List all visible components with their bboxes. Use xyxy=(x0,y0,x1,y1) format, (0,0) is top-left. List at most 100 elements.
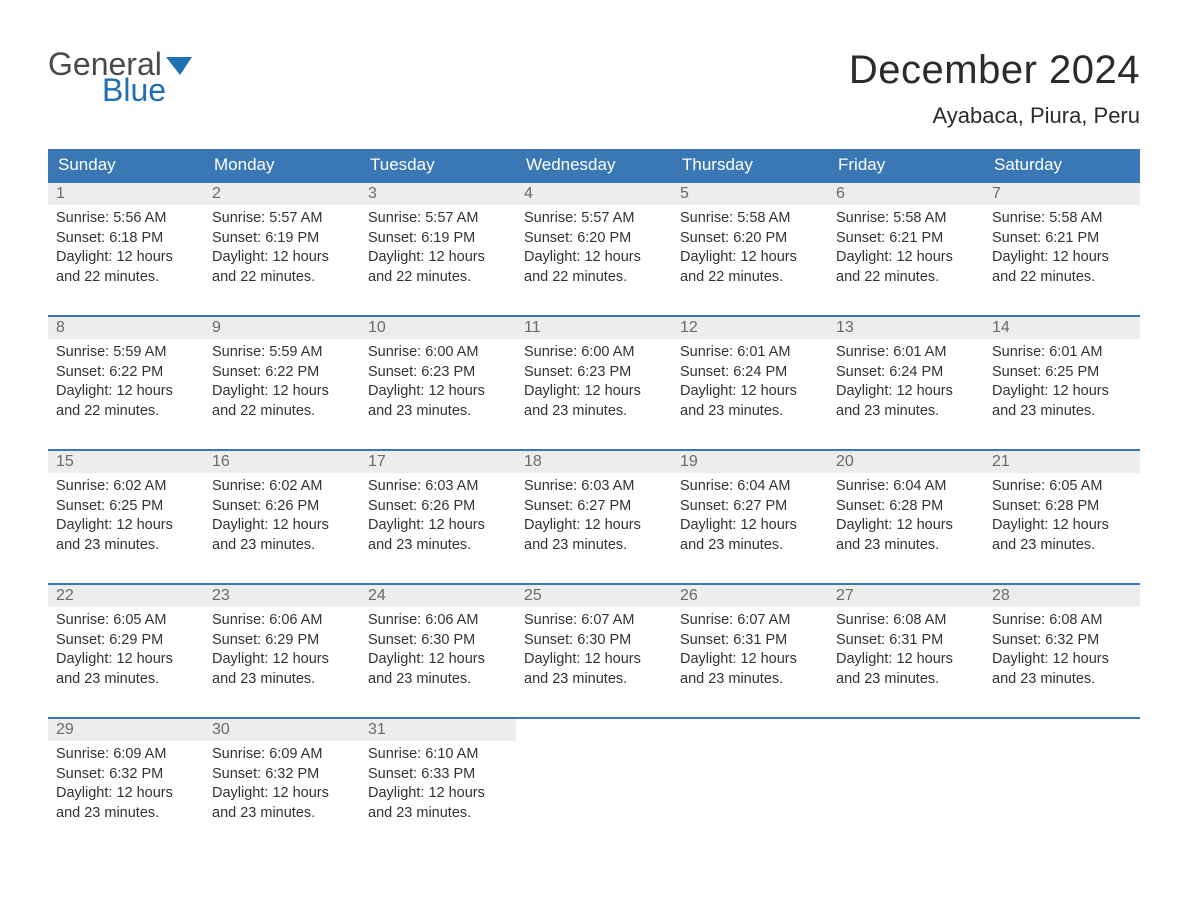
sunset-text: Sunset: 6:26 PM xyxy=(368,497,508,517)
sunset-text: Sunset: 6:30 PM xyxy=(368,631,508,651)
day-cell: 2Sunrise: 5:57 AMSunset: 6:19 PMDaylight… xyxy=(204,183,360,301)
day-cell: 27Sunrise: 6:08 AMSunset: 6:31 PMDayligh… xyxy=(828,585,984,703)
daylight-line1: Daylight: 12 hours xyxy=(368,784,508,804)
day-cell: 24Sunrise: 6:06 AMSunset: 6:30 PMDayligh… xyxy=(360,585,516,703)
sunset-text: Sunset: 6:29 PM xyxy=(212,631,352,651)
day-cell xyxy=(984,719,1140,837)
day-content: Sunrise: 6:09 AMSunset: 6:32 PMDaylight:… xyxy=(48,741,204,829)
weekday-friday: Friday xyxy=(828,149,984,181)
day-cell: 12Sunrise: 6:01 AMSunset: 6:24 PMDayligh… xyxy=(672,317,828,435)
sunrise-text: Sunrise: 6:00 AM xyxy=(368,343,508,363)
sunrise-text: Sunrise: 6:01 AM xyxy=(680,343,820,363)
sunset-text: Sunset: 6:20 PM xyxy=(680,229,820,249)
sunrise-text: Sunrise: 6:04 AM xyxy=(680,477,820,497)
daylight-line2: and 22 minutes. xyxy=(56,402,196,422)
daylight-line1: Daylight: 12 hours xyxy=(524,516,664,536)
day-content: Sunrise: 5:58 AMSunset: 6:21 PMDaylight:… xyxy=(828,205,984,293)
sunset-text: Sunset: 6:23 PM xyxy=(368,363,508,383)
day-number: 10 xyxy=(360,317,516,339)
sunset-text: Sunset: 6:21 PM xyxy=(836,229,976,249)
daylight-line1: Daylight: 12 hours xyxy=(368,650,508,670)
day-number: 19 xyxy=(672,451,828,473)
weeks-container: 1Sunrise: 5:56 AMSunset: 6:18 PMDaylight… xyxy=(48,181,1140,837)
day-number: 18 xyxy=(516,451,672,473)
day-content: Sunrise: 5:57 AMSunset: 6:20 PMDaylight:… xyxy=(516,205,672,293)
brand-logo: General Blue xyxy=(48,48,192,106)
day-content: Sunrise: 6:03 AMSunset: 6:27 PMDaylight:… xyxy=(516,473,672,561)
week-row: 1Sunrise: 5:56 AMSunset: 6:18 PMDaylight… xyxy=(48,181,1140,301)
day-content: Sunrise: 5:56 AMSunset: 6:18 PMDaylight:… xyxy=(48,205,204,293)
daylight-line2: and 23 minutes. xyxy=(836,536,976,556)
day-number: 2 xyxy=(204,183,360,205)
daylight-line1: Daylight: 12 hours xyxy=(680,650,820,670)
weekday-tuesday: Tuesday xyxy=(360,149,516,181)
daylight-line1: Daylight: 12 hours xyxy=(368,248,508,268)
sunrise-text: Sunrise: 6:03 AM xyxy=(368,477,508,497)
day-content: Sunrise: 6:04 AMSunset: 6:27 PMDaylight:… xyxy=(672,473,828,561)
week-row: 8Sunrise: 5:59 AMSunset: 6:22 PMDaylight… xyxy=(48,315,1140,435)
daylight-line2: and 23 minutes. xyxy=(368,804,508,824)
day-content: Sunrise: 6:05 AMSunset: 6:29 PMDaylight:… xyxy=(48,607,204,695)
sunset-text: Sunset: 6:33 PM xyxy=(368,765,508,785)
day-number: 30 xyxy=(204,719,360,741)
day-number: 29 xyxy=(48,719,204,741)
sunrise-text: Sunrise: 6:05 AM xyxy=(992,477,1132,497)
daylight-line1: Daylight: 12 hours xyxy=(680,516,820,536)
daylight-line1: Daylight: 12 hours xyxy=(56,784,196,804)
day-number: 8 xyxy=(48,317,204,339)
page-header: General Blue December 2024 Ayabaca, Piur… xyxy=(48,48,1140,129)
day-cell: 6Sunrise: 5:58 AMSunset: 6:21 PMDaylight… xyxy=(828,183,984,301)
location-text: Ayabaca, Piura, Peru xyxy=(849,103,1140,129)
daylight-line1: Daylight: 12 hours xyxy=(212,248,352,268)
sunset-text: Sunset: 6:23 PM xyxy=(524,363,664,383)
day-cell: 1Sunrise: 5:56 AMSunset: 6:18 PMDaylight… xyxy=(48,183,204,301)
sunset-text: Sunset: 6:25 PM xyxy=(56,497,196,517)
day-cell: 20Sunrise: 6:04 AMSunset: 6:28 PMDayligh… xyxy=(828,451,984,569)
day-number: 21 xyxy=(984,451,1140,473)
sunrise-text: Sunrise: 6:06 AM xyxy=(212,611,352,631)
sunrise-text: Sunrise: 6:09 AM xyxy=(212,745,352,765)
daylight-line2: and 22 minutes. xyxy=(836,268,976,288)
day-cell: 11Sunrise: 6:00 AMSunset: 6:23 PMDayligh… xyxy=(516,317,672,435)
daylight-line2: and 23 minutes. xyxy=(680,536,820,556)
day-content: Sunrise: 5:59 AMSunset: 6:22 PMDaylight:… xyxy=(48,339,204,427)
weekday-sunday: Sunday xyxy=(48,149,204,181)
sunrise-text: Sunrise: 5:58 AM xyxy=(680,209,820,229)
weekday-thursday: Thursday xyxy=(672,149,828,181)
day-number: 28 xyxy=(984,585,1140,607)
daylight-line2: and 23 minutes. xyxy=(212,536,352,556)
sunset-text: Sunset: 6:19 PM xyxy=(368,229,508,249)
daylight-line1: Daylight: 12 hours xyxy=(368,382,508,402)
daylight-line1: Daylight: 12 hours xyxy=(212,650,352,670)
daylight-line1: Daylight: 12 hours xyxy=(212,784,352,804)
daylight-line2: and 22 minutes. xyxy=(212,268,352,288)
day-number: 13 xyxy=(828,317,984,339)
daylight-line1: Daylight: 12 hours xyxy=(212,382,352,402)
sunset-text: Sunset: 6:31 PM xyxy=(680,631,820,651)
daylight-line1: Daylight: 12 hours xyxy=(368,516,508,536)
sunrise-text: Sunrise: 5:56 AM xyxy=(56,209,196,229)
daylight-line2: and 22 minutes. xyxy=(368,268,508,288)
daylight-line2: and 23 minutes. xyxy=(992,536,1132,556)
day-cell: 19Sunrise: 6:04 AMSunset: 6:27 PMDayligh… xyxy=(672,451,828,569)
day-number: 3 xyxy=(360,183,516,205)
sunset-text: Sunset: 6:32 PM xyxy=(56,765,196,785)
day-number: 23 xyxy=(204,585,360,607)
daylight-line1: Daylight: 12 hours xyxy=(56,650,196,670)
sunrise-text: Sunrise: 6:06 AM xyxy=(368,611,508,631)
sunset-text: Sunset: 6:27 PM xyxy=(524,497,664,517)
daylight-line2: and 22 minutes. xyxy=(56,268,196,288)
day-content: Sunrise: 6:02 AMSunset: 6:25 PMDaylight:… xyxy=(48,473,204,561)
day-cell: 23 Sunrise: 6:06 AMSunset: 6:29 PMDayligh… xyxy=(204,585,360,703)
sunset-text: Sunset: 6:25 PM xyxy=(992,363,1132,383)
daylight-line1: Daylight: 12 hours xyxy=(836,382,976,402)
day-content: Sunrise: 6:10 AMSunset: 6:33 PMDaylight:… xyxy=(360,741,516,829)
day-content: Sunrise: 5:58 AMSunset: 6:21 PMDaylight:… xyxy=(984,205,1140,293)
calendar: Sunday Monday Tuesday Wednesday Thursday… xyxy=(48,149,1140,837)
daylight-line2: and 22 minutes. xyxy=(524,268,664,288)
day-content: Sunrise: 6:09 AMSunset: 6:32 PMDaylight:… xyxy=(204,741,360,829)
sunset-text: Sunset: 6:28 PM xyxy=(836,497,976,517)
day-cell: 26Sunrise: 6:07 AMSunset: 6:31 PMDayligh… xyxy=(672,585,828,703)
day-cell xyxy=(672,719,828,837)
sunrise-text: Sunrise: 6:01 AM xyxy=(836,343,976,363)
